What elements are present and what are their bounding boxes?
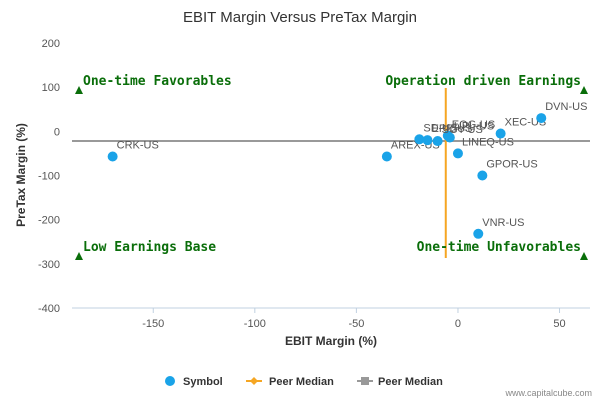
legend-item-peer-median-vertical[interactable]: Peer Median: [246, 376, 334, 388]
data-point-upl-us[interactable]: [444, 132, 455, 143]
credit-text: www.capitalcube.com: [504, 388, 592, 398]
x-tick-label: 0: [455, 318, 461, 330]
y-axis-ticks: 200 100 0 -100 -200 -300 -400: [38, 38, 60, 315]
point-label-epe-us: EPE-US: [431, 123, 472, 135]
point-label-crk-us: CRK-US: [117, 140, 159, 152]
legend-symbol-marker: [165, 376, 175, 386]
point-label-xec-us: XEC-US: [505, 117, 547, 129]
data-point-crk-us[interactable]: [107, 151, 118, 162]
data-point-vnr-us[interactable]: [473, 228, 484, 239]
data-point-epe-us[interactable]: [422, 135, 433, 146]
y-tick-label: -100: [38, 171, 60, 183]
point-label-lineq-us: LINEQ-US: [462, 136, 514, 148]
point-label-dvn-us: DVN-US: [545, 101, 587, 113]
x-tick-label: -150: [142, 318, 164, 330]
legend-peer-median-label-2: Peer Median: [378, 376, 443, 388]
quadrant-marker-top-left: [75, 86, 83, 94]
legend-peer-median-diamond: [250, 377, 258, 385]
legend-symbol-label: Symbol: [183, 376, 223, 388]
x-axis-ticks: -150 -100 -50 0 50: [142, 308, 566, 330]
quadrant-marker-bottom-left: [75, 252, 83, 260]
data-point-lineq-us[interactable]: [452, 148, 463, 159]
data-point-dvn-us[interactable]: [536, 113, 547, 124]
point-label-vnr-us: VNR-US: [482, 217, 524, 229]
y-tick-label: -300: [38, 259, 60, 271]
data-point-xec-us[interactable]: [495, 128, 506, 139]
x-tick-label: 50: [553, 318, 565, 330]
point-label-gpor-us: GPOR-US: [486, 159, 537, 171]
y-tick-label: 0: [54, 126, 60, 138]
quadrant-marker-top-right: [580, 86, 588, 94]
x-tick-label: -100: [244, 318, 266, 330]
legend-item-peer-median-horizontal[interactable]: Peer Median: [357, 376, 443, 388]
point-label-sgy-us: SGY-US: [442, 124, 483, 136]
quadrant-label-top-right: Operation driven Earnings: [385, 74, 581, 89]
data-point-sd-us[interactable]: [414, 134, 425, 145]
y-tick-label: 100: [42, 82, 60, 94]
quadrant-label-bottom-left: Low Earnings Base: [83, 240, 216, 255]
peer-median-lines: [72, 88, 590, 258]
data-point-gpor-us[interactable]: [477, 170, 488, 181]
point-label-eog-us: EOG-US: [452, 119, 495, 131]
data-point-sgy-us[interactable]: [432, 136, 443, 147]
legend-item-symbol[interactable]: Symbol: [165, 376, 223, 388]
legend-peer-median-square: [361, 377, 369, 385]
y-tick-label: -400: [38, 303, 60, 315]
x-axis-title: EBIT Margin (%): [285, 334, 377, 348]
y-axis-title: PreTax Margin (%): [14, 123, 28, 227]
data-points: CRK-US AREX-USSD-USEPE-USEOG-USUPL-USSGY-…: [107, 101, 587, 239]
quadrant-label-top-left: One-time Favorables: [83, 74, 232, 89]
legend: Symbol Peer Median Peer Median: [165, 376, 443, 388]
chart-title: EBIT Margin Versus PreTax Margin: [183, 9, 417, 26]
data-point-arex-us[interactable]: [381, 151, 392, 162]
point-label-upl-us: UPL-US: [454, 121, 494, 133]
quadrant-label-bottom-right: One-time Unfavorables: [417, 240, 581, 255]
y-tick-label: -200: [38, 215, 60, 227]
x-tick-label: -50: [348, 318, 364, 330]
quadrant-labels: One-time Favorables Operation driven Earn…: [75, 74, 588, 260]
legend-peer-median-label-1: Peer Median: [269, 376, 334, 388]
quadrant-marker-bottom-right: [580, 252, 588, 260]
y-tick-label: 200: [42, 38, 60, 50]
